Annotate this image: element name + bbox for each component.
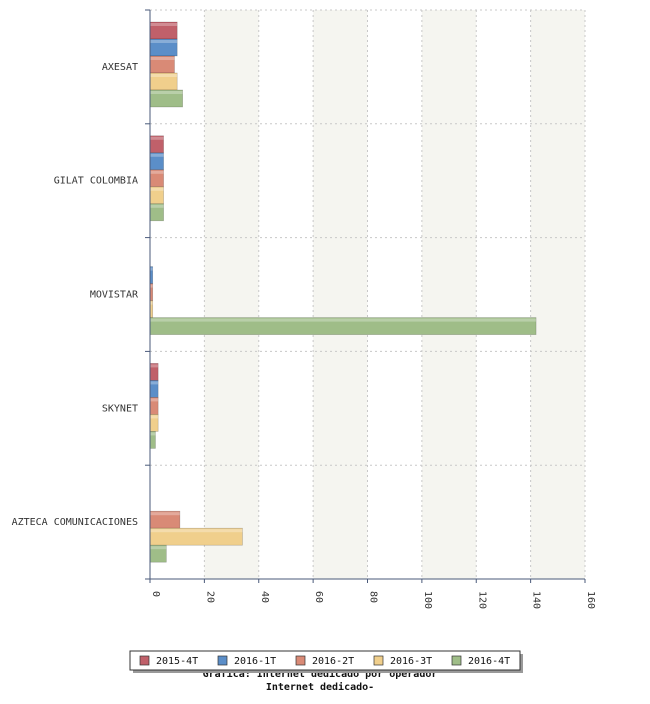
bar-highlight (150, 318, 537, 322)
tick-labels: 0 20 40 60 80 100 120 140 160 (150, 591, 596, 609)
category-label: GILAT COLOMBIA (54, 176, 138, 187)
legend-label: 2016-3T (390, 656, 432, 667)
x-tick-label: 80 (368, 591, 379, 603)
bar-highlight (150, 57, 175, 60)
legend-box (129, 650, 521, 671)
legend-swatch (139, 655, 150, 666)
bar-highlight (150, 187, 164, 191)
category-labels: AXESAT GILAT COLOMBIA MOVISTAR SKYNET AZTECA… (12, 62, 139, 528)
category-label: AXESAT (102, 62, 138, 73)
bar-highlight (150, 432, 156, 436)
background-band (421, 10, 477, 579)
category-label: AZTECA COMUNICACIONES (12, 517, 138, 528)
background-band (530, 10, 585, 579)
legend-swatch (373, 655, 384, 666)
bar-highlight (150, 415, 159, 419)
plot-background-bands (204, 10, 585, 579)
legend-swatch (295, 655, 306, 666)
bar-highlight (150, 364, 159, 368)
category-label: MOVISTAR (90, 290, 139, 301)
axes (145, 9, 586, 583)
x-tick-label: 160 (585, 591, 596, 609)
x-tick-label: 40 (259, 591, 270, 603)
bar-highlight (150, 284, 153, 288)
bar-highlight (150, 153, 164, 157)
legend-label: 2016-2T (312, 656, 354, 667)
background-band (313, 10, 368, 579)
legend: 2015-4T 2016-1T 2016-2T 2016-3T 2016-4T (129, 650, 523, 673)
legend-label: 2015-4T (156, 656, 198, 667)
bar-highlight (150, 91, 183, 94)
x-tick-label: 60 (313, 591, 324, 603)
bar-highlight (150, 267, 153, 271)
bar-highlight (150, 512, 180, 516)
bar-highlight (150, 381, 159, 385)
x-tick-label: 0 (150, 591, 161, 597)
bar-series (149, 21, 537, 563)
legend-swatch (217, 655, 228, 666)
legend-swatch (451, 655, 462, 666)
bar-highlight (150, 398, 159, 402)
bar-highlight (150, 23, 178, 26)
bar-highlight (150, 170, 164, 174)
x-tick-label: 100 (422, 591, 433, 609)
legend-label: 2016-1T (234, 656, 276, 667)
legend-label: 2016-4T (468, 656, 510, 667)
x-tick-label: 140 (531, 591, 542, 609)
bar-highlight (150, 546, 167, 550)
category-label: SKYNET (102, 403, 138, 414)
bar-highlight (150, 74, 178, 77)
bar-highlight (150, 136, 164, 140)
bar-highlight (150, 40, 178, 43)
x-tick-label: 20 (204, 591, 215, 603)
bar-highlight (150, 301, 153, 305)
x-tick-label: 120 (476, 591, 487, 609)
bar-highlight (150, 529, 243, 533)
caption-line: Internet dedicado- (266, 681, 374, 693)
background-band (204, 10, 259, 579)
bar-highlight (150, 204, 164, 208)
